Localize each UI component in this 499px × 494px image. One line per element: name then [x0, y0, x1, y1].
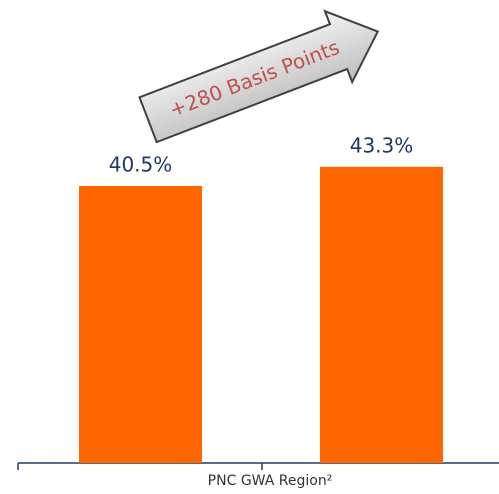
bar	[320, 166, 443, 463]
annotation-arrow: +280 Basis Points	[138, 9, 380, 144]
value-label: 43.3%	[350, 133, 414, 157]
bar	[79, 185, 202, 464]
arrow-shape	[138, 9, 380, 144]
x-axis-label: PNC GWA Region²	[208, 473, 333, 489]
value-label: 40.5%	[109, 152, 173, 176]
